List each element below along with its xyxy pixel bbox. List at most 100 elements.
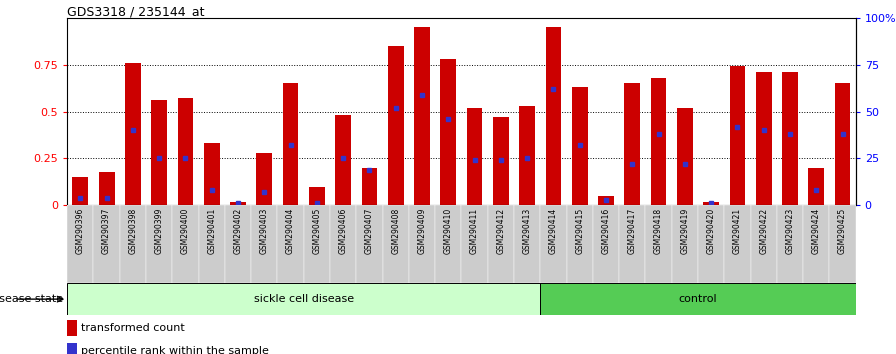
Bar bbox=[67, 343, 77, 354]
Bar bbox=[199, 205, 225, 283]
Bar bbox=[93, 205, 120, 283]
Text: GSM290398: GSM290398 bbox=[128, 208, 137, 254]
Bar bbox=[493, 117, 509, 205]
Text: sickle cell disease: sickle cell disease bbox=[254, 294, 354, 304]
Text: GDS3318 / 235144_at: GDS3318 / 235144_at bbox=[67, 5, 204, 18]
Bar bbox=[304, 205, 330, 283]
Bar bbox=[73, 177, 88, 205]
Text: disease state: disease state bbox=[0, 294, 63, 304]
Bar bbox=[435, 205, 461, 283]
Bar bbox=[514, 205, 540, 283]
Text: GSM290410: GSM290410 bbox=[444, 208, 452, 254]
Bar bbox=[335, 115, 351, 205]
Bar bbox=[756, 72, 771, 205]
Bar bbox=[808, 168, 824, 205]
Bar bbox=[777, 205, 803, 283]
Bar bbox=[414, 27, 430, 205]
Bar bbox=[540, 283, 856, 315]
Bar bbox=[120, 205, 146, 283]
Bar bbox=[729, 67, 745, 205]
Bar bbox=[146, 205, 172, 283]
Text: GSM290415: GSM290415 bbox=[575, 208, 584, 254]
Bar bbox=[230, 201, 246, 205]
Bar bbox=[151, 100, 167, 205]
Text: GSM290404: GSM290404 bbox=[286, 208, 295, 254]
Text: GSM290409: GSM290409 bbox=[418, 208, 426, 254]
Bar bbox=[751, 205, 777, 283]
Bar bbox=[566, 205, 593, 283]
Bar bbox=[67, 205, 93, 283]
Bar bbox=[256, 153, 272, 205]
Bar bbox=[204, 143, 220, 205]
Bar bbox=[99, 172, 115, 205]
Text: GSM290417: GSM290417 bbox=[628, 208, 637, 254]
Bar bbox=[283, 83, 298, 205]
Text: GSM290408: GSM290408 bbox=[392, 208, 401, 254]
Text: GSM290424: GSM290424 bbox=[812, 208, 821, 254]
Text: GSM290425: GSM290425 bbox=[838, 208, 847, 254]
Text: GSM290397: GSM290397 bbox=[102, 208, 111, 254]
Text: GSM290412: GSM290412 bbox=[496, 208, 505, 254]
Bar bbox=[278, 205, 304, 283]
Bar bbox=[830, 205, 856, 283]
Bar bbox=[782, 72, 797, 205]
Text: GSM290413: GSM290413 bbox=[522, 208, 531, 254]
Text: GSM290402: GSM290402 bbox=[234, 208, 243, 254]
Bar bbox=[677, 108, 693, 205]
Bar bbox=[520, 106, 535, 205]
Bar bbox=[572, 87, 588, 205]
Bar bbox=[125, 63, 141, 205]
Bar bbox=[357, 205, 383, 283]
Text: GSM290414: GSM290414 bbox=[549, 208, 558, 254]
Bar bbox=[388, 46, 403, 205]
Text: GSM290416: GSM290416 bbox=[601, 208, 610, 254]
Bar bbox=[672, 205, 698, 283]
Text: GSM290411: GSM290411 bbox=[470, 208, 479, 254]
Bar bbox=[177, 98, 194, 205]
Bar bbox=[467, 108, 482, 205]
Bar bbox=[67, 320, 77, 336]
Bar bbox=[835, 83, 850, 205]
Text: GSM290421: GSM290421 bbox=[733, 208, 742, 254]
Bar bbox=[593, 205, 619, 283]
Bar bbox=[225, 205, 251, 283]
Text: GSM290418: GSM290418 bbox=[654, 208, 663, 254]
Text: GSM290400: GSM290400 bbox=[181, 208, 190, 254]
Bar bbox=[803, 205, 830, 283]
Text: GSM290420: GSM290420 bbox=[707, 208, 716, 254]
Bar bbox=[625, 83, 640, 205]
Bar bbox=[441, 59, 456, 205]
Text: GSM290399: GSM290399 bbox=[155, 208, 164, 254]
Bar bbox=[362, 168, 377, 205]
Text: GSM290405: GSM290405 bbox=[313, 208, 322, 254]
Text: GSM290422: GSM290422 bbox=[759, 208, 768, 254]
Text: percentile rank within the sample: percentile rank within the sample bbox=[82, 346, 270, 354]
Text: GSM290396: GSM290396 bbox=[76, 208, 85, 254]
Text: control: control bbox=[678, 294, 718, 304]
Bar bbox=[619, 205, 645, 283]
Bar bbox=[698, 205, 724, 283]
Bar bbox=[383, 205, 409, 283]
Bar bbox=[309, 187, 324, 205]
Text: transformed count: transformed count bbox=[82, 323, 185, 333]
Text: GSM290406: GSM290406 bbox=[339, 208, 348, 254]
Bar bbox=[172, 205, 199, 283]
Bar bbox=[724, 205, 751, 283]
Bar bbox=[251, 205, 278, 283]
Text: GSM290407: GSM290407 bbox=[365, 208, 374, 254]
Bar bbox=[650, 78, 667, 205]
Bar bbox=[703, 201, 719, 205]
Bar bbox=[461, 205, 487, 283]
Text: GSM290401: GSM290401 bbox=[207, 208, 216, 254]
Bar bbox=[330, 205, 357, 283]
Text: GSM290423: GSM290423 bbox=[786, 208, 795, 254]
Bar bbox=[540, 205, 566, 283]
Text: GSM290403: GSM290403 bbox=[260, 208, 269, 254]
Bar bbox=[546, 27, 561, 205]
Bar bbox=[487, 205, 514, 283]
Bar bbox=[67, 283, 540, 315]
Bar bbox=[409, 205, 435, 283]
Bar bbox=[599, 196, 614, 205]
Text: GSM290419: GSM290419 bbox=[680, 208, 689, 254]
Bar bbox=[645, 205, 672, 283]
